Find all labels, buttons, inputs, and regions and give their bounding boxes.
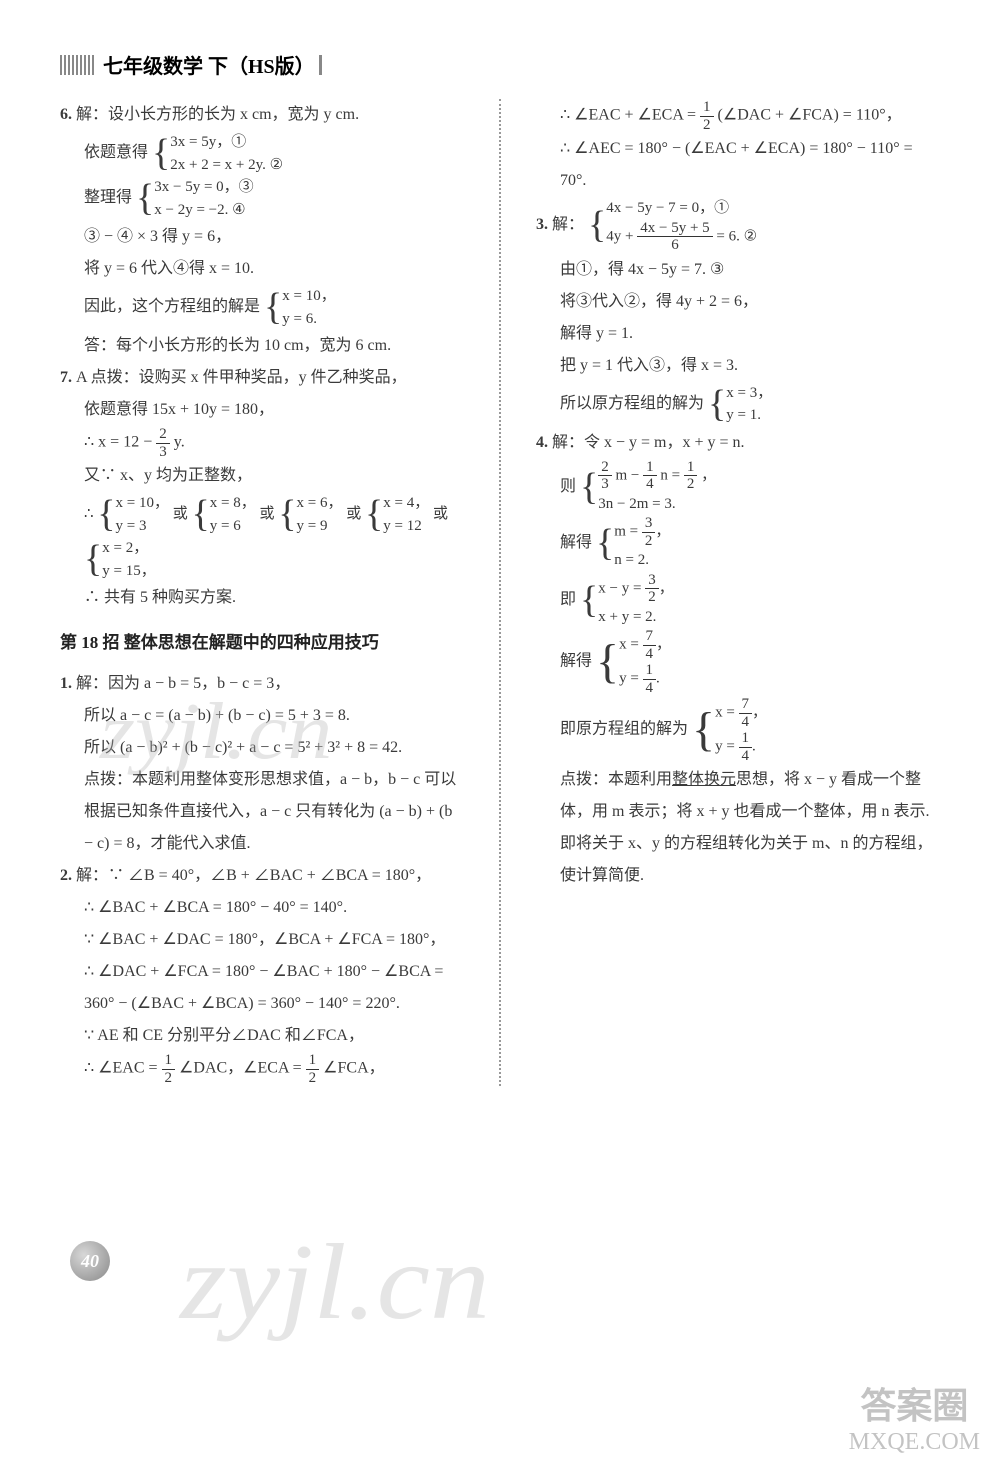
q7-l2a: ∴ x = 12 − bbox=[84, 434, 156, 451]
s1-l3: 所以 (a − b)² + (b − c)² + a − c = 5² + 3²… bbox=[60, 732, 464, 764]
q7-number: 7. bbox=[60, 369, 76, 386]
q6-sys3b: y = 6. bbox=[282, 308, 335, 331]
s2-l5: 360° − (∠BAC + ∠BCA) = 360° − 140° = 220… bbox=[60, 988, 464, 1020]
q6-solution: { x = 10， y = 6. bbox=[264, 285, 336, 330]
q3-sys1a: 4x − 5y − 7 = 0，① bbox=[606, 197, 757, 220]
q4-sol1: { m = 32， n = 2. bbox=[596, 515, 670, 572]
q4-head: 解：令 x − y = m，x + y = n. bbox=[552, 434, 745, 451]
content-area: 6. 解：设小长方形的长为 x cm，宽为 y cm. 依题意得 { 3x = … bbox=[60, 99, 940, 1086]
page-circle: 40 bbox=[70, 1241, 110, 1281]
q6-l3: ③ − ④ × 3 得 y = 6， bbox=[60, 221, 464, 253]
logo-cn: 答案圈 bbox=[849, 1377, 980, 1429]
q6-intro: 解：设小长方形的长为 x cm，宽为 y cm. bbox=[76, 106, 359, 123]
q3-head: 解： bbox=[552, 216, 584, 233]
q4-final: { x = 74， y = 14. bbox=[692, 696, 767, 764]
s2-l6: ∵ AE 和 CE 分别平分∠DAC 和∠FCA， bbox=[60, 1020, 464, 1052]
q7-l1: 依题意得 15x + 10y = 180， bbox=[60, 394, 464, 426]
q3-l3: 解得 y = 1. bbox=[536, 318, 940, 350]
s1-number: 1. bbox=[60, 675, 76, 692]
q4-system1: { 23 m − 14 n = 12 ， 3n − 2m = 3. bbox=[580, 459, 716, 516]
q4-l2: 解得 bbox=[560, 534, 592, 551]
q4-l3: 即 bbox=[560, 590, 576, 607]
page-number: 40 bbox=[70, 1241, 110, 1281]
q4-l5: 即原方程组的解为 bbox=[560, 721, 688, 738]
right-column: ∴ ∠EAC + ∠ECA = 12 (∠DAC + ∠FCA) = 110°，… bbox=[536, 99, 940, 1086]
header-bar bbox=[319, 55, 322, 75]
q3-solution: { x = 3， y = 1. bbox=[708, 382, 772, 427]
s1-l2: 所以 a − c = (a − b) + (b − c) = 5 + 3 = 8… bbox=[60, 700, 464, 732]
q6-system1: { 3x = 5y，① 2x + 2 = x + 2y. ② bbox=[152, 131, 283, 176]
q6-sys2b: x − 2y = −2. ④ bbox=[154, 199, 253, 222]
q6-l5: 因此，这个方程组的解是 bbox=[84, 298, 260, 315]
q7-head: A 点拨：设购买 x 件甲种奖品，y 件乙种奖品， bbox=[76, 369, 407, 386]
page-header: 七年级数学 下（HS版） bbox=[60, 50, 940, 79]
q6-l4: 将 y = 6 代入④得 x = 10. bbox=[60, 253, 464, 285]
q3-number: 3. bbox=[536, 216, 552, 233]
q6-sys3a: x = 10， bbox=[282, 285, 335, 308]
q4-note: 点拨：本题利用整体换元思想，将 x − y 看成一个整体，用 m 表示；将 x … bbox=[536, 764, 940, 892]
r-l1b: (∠DAC + ∠FCA) = 110°， bbox=[718, 107, 902, 124]
s2-l7b: ∠DAC，∠ECA = bbox=[179, 1060, 306, 1077]
q3-l5: 所以原方程组的解为 bbox=[560, 395, 704, 412]
q7-l4: ∴ bbox=[84, 506, 97, 522]
q4-sol2: { x − y = 32， x + y = 2. bbox=[580, 572, 674, 629]
s1-l1: 解：因为 a − b = 5，b − c = 3， bbox=[76, 675, 290, 692]
q4-sol3: { x = 74， y = 14. bbox=[596, 628, 671, 696]
watermark-2: zyjl.cn bbox=[180, 1220, 490, 1344]
q7-frac: 23 bbox=[156, 426, 170, 460]
header-title: 七年级数学 下（HS版） bbox=[103, 50, 315, 79]
q3-l2: 将③代入②，得 4y + 2 = 6， bbox=[536, 286, 940, 318]
s2-l7a: ∴ ∠EAC = bbox=[84, 1060, 162, 1077]
s2-l3: ∵ ∠BAC + ∠DAC = 180°，∠BCA + ∠FCA = 180°， bbox=[60, 924, 464, 956]
q6-system2: { 3x − 5y = 0，③ x − 2y = −2. ④ bbox=[136, 176, 254, 221]
q7-l2b: y. bbox=[174, 434, 185, 451]
corner-logo: 答案圈 MXQE.COM bbox=[849, 1377, 980, 1456]
r-l1a: ∴ ∠EAC + ∠ECA = bbox=[560, 107, 700, 124]
q3-l4: 把 y = 1 代入③，得 x = 3. bbox=[536, 350, 940, 382]
column-divider bbox=[499, 99, 501, 1086]
q6-sys1b: 2x + 2 = x + 2y. ② bbox=[170, 154, 283, 177]
q7-l5: ∴ 共有 5 种购买方案. bbox=[60, 582, 464, 614]
section-18-title: 第 18 招 整体思想在解题中的四种应用技巧 bbox=[60, 626, 464, 660]
q3-l1: 由①，得 4x − 5y = 7. ③ bbox=[536, 254, 940, 286]
s2-l2: ∴ ∠BAC + ∠BCA = 180° − 40° = 140°. bbox=[60, 892, 464, 924]
q3-system: { 4x − 5y − 7 = 0，① 4y + 4x − 5y + 56 = … bbox=[588, 197, 757, 254]
q6-number: 6. bbox=[60, 106, 76, 123]
q4-number: 4. bbox=[536, 434, 552, 451]
q4-l4: 解得 bbox=[560, 653, 592, 670]
left-column: 6. 解：设小长方形的长为 x cm，宽为 y cm. 依题意得 { 3x = … bbox=[60, 99, 464, 1086]
q6-answer: 答：每个小长方形的长为 10 cm，宽为 6 cm. bbox=[60, 330, 464, 362]
q6-l2: 整理得 bbox=[84, 189, 132, 206]
s2-number: 2. bbox=[60, 867, 76, 884]
q7-l3: 又∵ x、y 均为正整数， bbox=[60, 460, 464, 492]
s1-note: 点拨：本题利用整体变形思想求值，a − b，b − c 可以根据已知条件直接代入… bbox=[60, 764, 464, 860]
q4-l1: 则 bbox=[560, 477, 576, 494]
q6-sys2a: 3x − 5y = 0，③ bbox=[154, 176, 253, 199]
r-l2: ∴ ∠AEC = 180° − (∠EAC + ∠ECA) = 180° − 1… bbox=[536, 133, 940, 197]
header-decoration bbox=[60, 55, 95, 75]
s2-l7c: ∠FCA， bbox=[323, 1060, 384, 1077]
logo-en: MXQE.COM bbox=[849, 1429, 980, 1456]
s2-l4: ∴ ∠DAC + ∠FCA = 180° − ∠BAC + 180° − ∠BC… bbox=[60, 956, 464, 988]
s2-l1: 解：∵ ∠B = 40°，∠B + ∠BAC + ∠BCA = 180°， bbox=[76, 867, 431, 884]
q6-sys1a: 3x = 5y，① bbox=[170, 131, 283, 154]
q6-l1: 依题意得 bbox=[84, 144, 148, 161]
